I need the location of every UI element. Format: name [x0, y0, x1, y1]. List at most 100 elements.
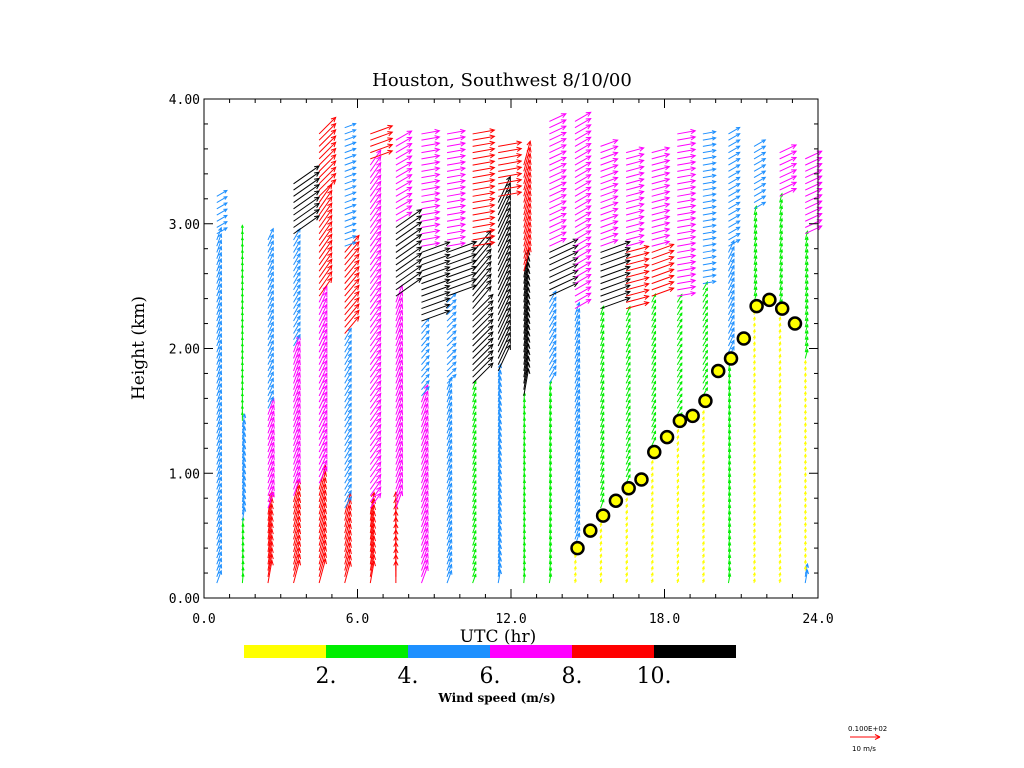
wind-vector — [344, 549, 351, 571]
wind-vector-head — [376, 367, 382, 374]
wind-vector-head — [473, 529, 477, 534]
wind-vector — [498, 191, 522, 197]
wind-vector — [728, 284, 735, 297]
wind-vector — [318, 391, 328, 409]
wind-vector — [728, 290, 735, 303]
wind-vector — [241, 439, 246, 453]
wind-vector — [293, 459, 301, 478]
wind-vector — [421, 136, 440, 141]
wind-vector — [241, 445, 246, 459]
wind-vector-head — [752, 472, 756, 476]
wind-vector — [548, 467, 552, 478]
wind-vector-head — [752, 403, 756, 408]
wind-vector-head — [322, 409, 328, 416]
wind-vector-head — [599, 528, 603, 532]
wind-vector — [344, 328, 352, 341]
wind-vector-head — [653, 330, 657, 335]
wind-vector-head — [803, 409, 807, 414]
wind-vector-head — [585, 205, 592, 211]
wind-vector — [446, 266, 477, 278]
wind-vector — [497, 288, 511, 316]
wind-vector-head — [778, 496, 782, 501]
wind-vector — [497, 251, 511, 278]
wind-vector-head — [434, 172, 441, 178]
wind-vector-head — [473, 467, 477, 472]
wind-vector — [216, 277, 222, 291]
wind-vector — [651, 356, 657, 365]
wind-vector — [549, 245, 578, 260]
wind-vector-head — [347, 408, 352, 414]
wind-vector-head — [676, 540, 680, 545]
wind-vector — [318, 490, 327, 515]
wind-vector-head — [322, 422, 328, 429]
wind-vector-head — [805, 292, 809, 297]
wind-vector — [369, 330, 382, 347]
wind-vector — [574, 224, 591, 235]
wind-vector — [600, 343, 605, 353]
wind-vector-head — [653, 342, 657, 347]
wind-vector — [216, 196, 228, 203]
wind-vector-head — [322, 365, 328, 372]
wind-vector — [421, 217, 440, 222]
wind-vector — [216, 458, 222, 471]
wind-vector-head — [572, 251, 579, 256]
wind-vector — [395, 478, 403, 496]
wind-vector-head — [352, 154, 357, 158]
wind-vector-head — [448, 526, 453, 532]
wind-vector-head — [572, 238, 579, 244]
wind-vector-head — [423, 514, 429, 522]
wind-vector-head — [803, 403, 807, 408]
wind-vector — [523, 417, 526, 428]
wind-vector — [216, 483, 222, 496]
wind-vector — [497, 457, 501, 471]
wind-vector-head — [423, 539, 429, 547]
wind-vector — [344, 241, 360, 260]
wind-vector — [446, 374, 457, 384]
wind-vector — [702, 300, 708, 309]
wind-vector — [472, 331, 494, 353]
wind-vector — [549, 169, 567, 179]
wind-vector — [369, 505, 375, 527]
wind-vector-head — [650, 559, 654, 564]
wind-vector-head — [612, 145, 619, 151]
wind-vector — [804, 237, 809, 247]
wind-vector — [625, 312, 631, 322]
wind-vector-head — [778, 347, 782, 351]
wind-vector — [728, 151, 740, 160]
wind-vector — [498, 160, 522, 166]
wind-vector-head — [778, 365, 782, 370]
wind-vector-head — [612, 214, 619, 219]
wind-vector-head — [423, 458, 429, 465]
wind-vector — [727, 467, 731, 478]
wind-vector — [753, 224, 757, 234]
wind-vector — [498, 148, 522, 154]
wind-vector — [728, 195, 740, 203]
wind-vector — [651, 437, 657, 447]
wind-vector — [421, 230, 440, 235]
wind-vector-head — [487, 293, 494, 300]
wind-vector-head — [701, 478, 705, 483]
wind-vector-head — [296, 265, 301, 271]
wind-vector-head — [552, 346, 557, 352]
wind-vector-head — [506, 194, 511, 201]
wind-vector — [702, 199, 716, 204]
wind-vector — [625, 147, 644, 154]
wind-vector — [677, 273, 696, 278]
wind-vector — [267, 378, 274, 390]
wind-vector — [702, 143, 716, 147]
wind-vector — [625, 424, 631, 434]
wind-vector-head — [624, 290, 631, 296]
wind-vector — [318, 509, 327, 534]
wind-vector-head — [668, 280, 675, 286]
wind-vector — [574, 395, 580, 409]
wind-vector-head — [704, 368, 708, 373]
wind-vector — [216, 402, 222, 415]
wind-vector — [344, 465, 352, 478]
wind-vector — [727, 517, 731, 527]
wind-vector — [369, 224, 382, 241]
wind-vector — [677, 173, 696, 179]
wind-vector — [548, 449, 552, 459]
wind-vector-head — [489, 146, 496, 153]
wind-vector — [293, 196, 320, 216]
wind-vector-head — [322, 390, 328, 397]
